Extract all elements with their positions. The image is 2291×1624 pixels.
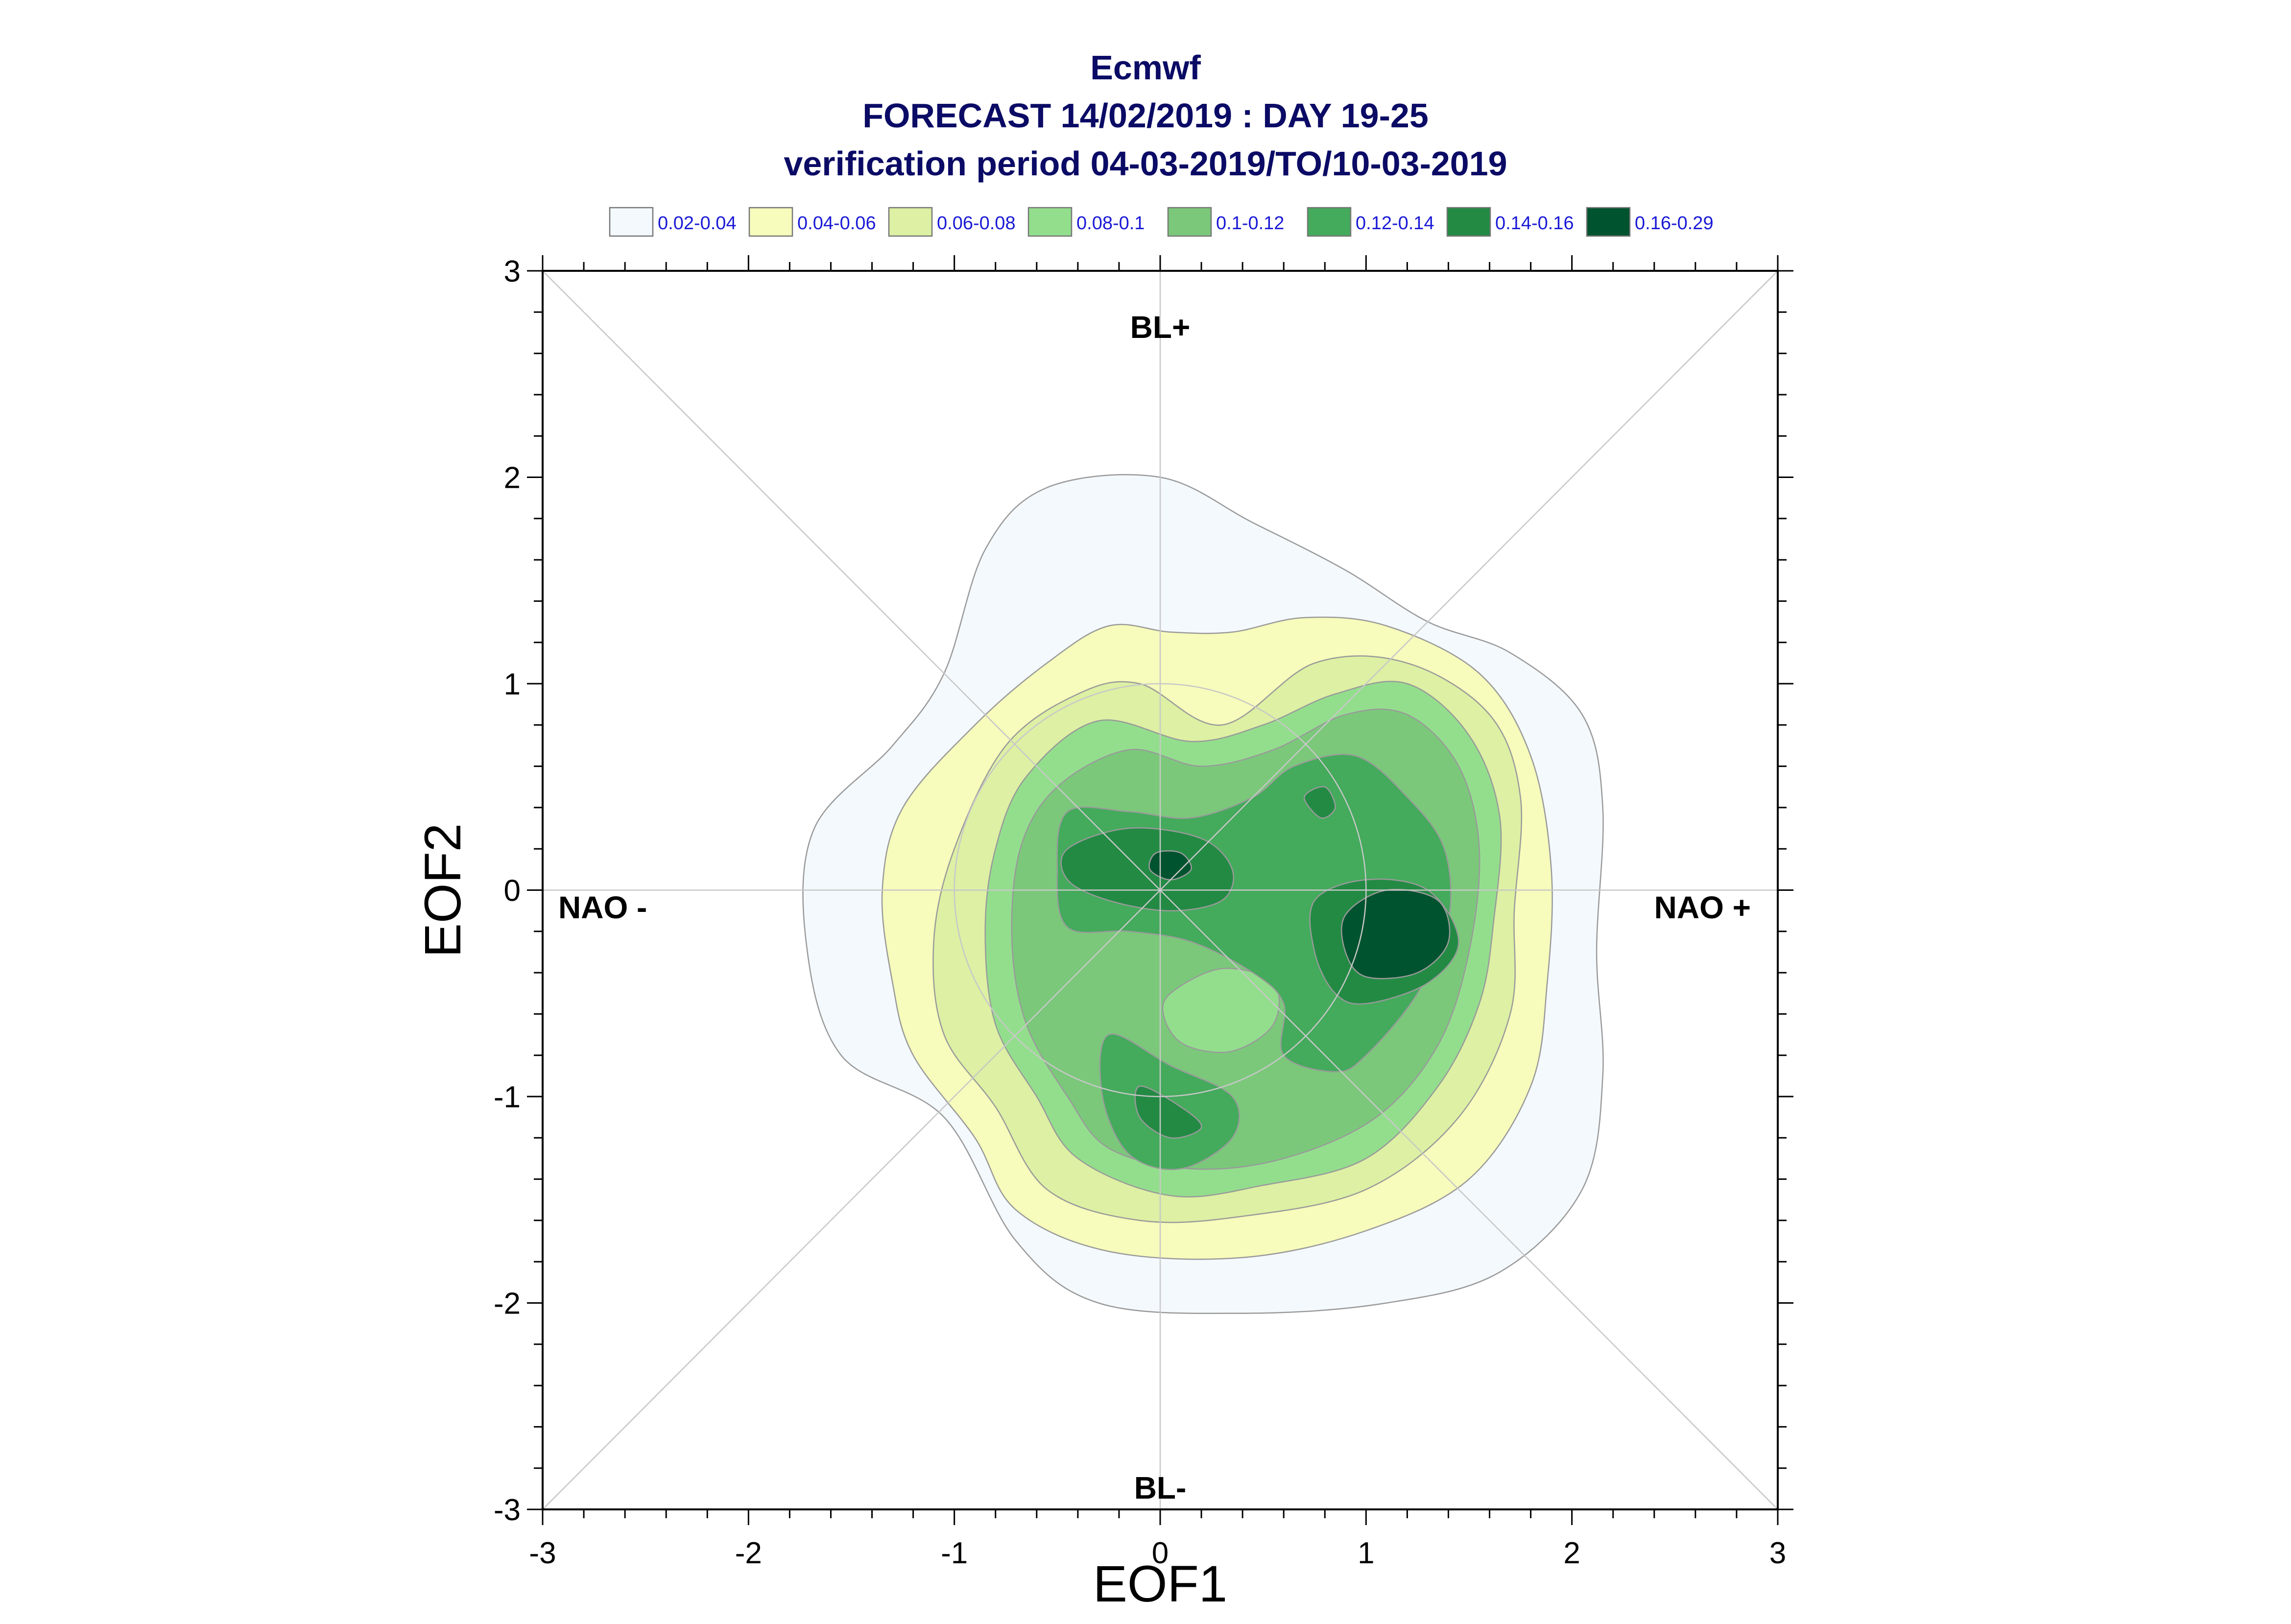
legend-item: 0.12-0.14 [1307, 207, 1434, 237]
y-axis-label: EOF2 [414, 823, 472, 957]
legend-label: 0.1-0.12 [1216, 213, 1284, 234]
contour-0_14-0_16-10 [1303, 786, 1336, 819]
density-contours [802, 474, 1604, 1314]
x-tick-label: 2 [1563, 1536, 1580, 1570]
tick-labels: -3 -2 -1 0 1 2 3 -3 -2 -1 0 1 2 3 [494, 255, 1786, 1570]
y-tick-label: -2 [494, 1287, 521, 1321]
legend-swatch [1307, 207, 1352, 237]
chart-subtitle-2: verification period 04-03-2019/TO/10-03-… [784, 144, 1507, 183]
contour-0_08-0_1-5 [1162, 967, 1280, 1053]
plot-area: -3 -2 -1 0 1 2 3 -3 -2 -1 0 1 2 3 [494, 255, 1793, 1570]
legend-label: 0.08-0.1 [1076, 213, 1145, 234]
x-axis-label: EOF1 [1093, 1555, 1227, 1613]
legend-label: 0.02-0.04 [658, 213, 737, 234]
guide-lines [542, 270, 1778, 1510]
regime-label-bottom: BL- [1134, 1470, 1187, 1505]
legend-label: 0.06-0.08 [937, 213, 1016, 234]
legend-swatch [1586, 207, 1631, 237]
legend-item: 0.06-0.08 [888, 207, 1016, 237]
legend-swatch [1446, 207, 1491, 237]
regime-label-left: NAO - [558, 890, 647, 925]
x-tick-label: -1 [941, 1536, 968, 1570]
y-tick-label: 0 [504, 874, 521, 908]
axis-ticks [527, 255, 1793, 1525]
x-tick-label: 0 [1152, 1536, 1169, 1570]
contour-0_14-0_16-11 [1134, 1085, 1202, 1139]
legend-label: 0.04-0.06 [797, 213, 876, 234]
legend-item: 0.16-0.29 [1586, 207, 1714, 237]
legend-swatch [1027, 207, 1073, 237]
legend-swatch [1167, 207, 1212, 237]
legend-item: 0.1-0.12 [1167, 207, 1284, 237]
legend-item: 0.04-0.06 [748, 207, 876, 237]
regime-label-right: NAO + [1654, 890, 1751, 925]
y-tick-label: -3 [494, 1493, 521, 1527]
y-tick-label: 2 [504, 461, 521, 495]
reference-circle [954, 683, 1367, 1098]
legend-item: 0.02-0.04 [609, 207, 737, 237]
y-tick-label: 3 [504, 255, 521, 288]
x-tick-label: -3 [529, 1536, 556, 1570]
legend-swatch [748, 207, 793, 237]
x-tick-label: 3 [1769, 1536, 1786, 1570]
regime-label-top: BL+ [1130, 310, 1191, 345]
chart-subtitle: FORECAST 14/02/2019 : DAY 19-25 [862, 96, 1429, 135]
legend-item: 0.08-0.1 [1027, 207, 1145, 237]
legend-swatch [888, 207, 933, 237]
x-tick-label: 1 [1358, 1536, 1374, 1570]
legend-swatch [609, 207, 654, 237]
legend-label: 0.12-0.14 [1356, 213, 1434, 234]
y-tick-label: 1 [504, 668, 521, 701]
y-tick-label: -1 [494, 1080, 521, 1114]
legend-item: 0.14-0.16 [1446, 207, 1574, 237]
legend: 0.02-0.04 0.04-0.06 0.06-0.08 0.08-0.1 0.1-0… [609, 207, 1714, 237]
chart-title: Ecmwf [1090, 48, 1201, 87]
x-tick-label: -2 [735, 1536, 762, 1570]
legend-label: 0.16-0.29 [1635, 213, 1714, 234]
legend-label: 0.14-0.16 [1495, 213, 1574, 234]
